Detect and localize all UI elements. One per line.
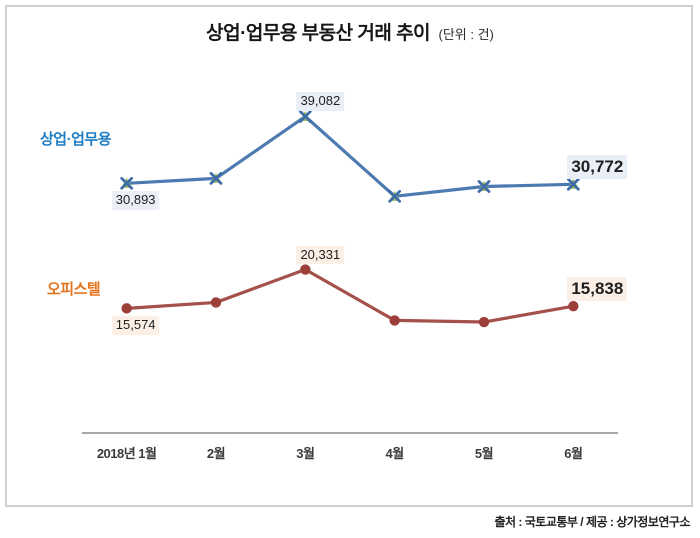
x-axis-label: 2월 [206, 446, 226, 461]
chart-title-text: 상업·업무용 부동산 거래 추이 [206, 23, 431, 44]
marker-dot-icon [389, 315, 400, 326]
data-label: 30,772 [567, 155, 628, 180]
x-axis-label: 2018년 1월 [96, 446, 157, 461]
x-axis-label: 5월 [474, 446, 494, 461]
data-label: 30,893 [111, 191, 160, 211]
line-commercial [126, 114, 574, 198]
marker-x-icon [566, 177, 580, 191]
series-label-commercial: 상업·업무용 [40, 131, 112, 148]
chart-frame [5, 5, 693, 507]
chart-title-unit: (단위 : 건) [438, 27, 494, 42]
x-axis-label: 3월 [296, 446, 315, 461]
marker-dot-icon [210, 297, 222, 308]
data-label: 20,331 [296, 245, 345, 265]
series-label-officetel: 오피스텔 [47, 281, 101, 298]
data-label: 15,838 [567, 277, 628, 302]
marker-dot-icon [478, 316, 490, 328]
data-label: 39,082 [296, 92, 345, 112]
line-officetel [126, 267, 574, 324]
x-axis-line [82, 432, 618, 434]
source-note: 출처 : 국토교통부 / 제공 : 상가정보연구소 [494, 515, 691, 529]
marker-dot-icon [300, 264, 311, 275]
chart-title: 상업·업무용 부동산 거래 추이 (단위 : 건) [0, 18, 700, 45]
data-label: 15,574 [111, 316, 160, 336]
marker-x-icon [298, 110, 312, 123]
marker-dot-icon [568, 301, 579, 312]
marker-x-icon [120, 176, 134, 190]
marker-x-icon [388, 189, 402, 203]
marker-x-icon [209, 171, 223, 185]
marker-x-icon [477, 180, 491, 193]
marker-dot-icon [121, 303, 132, 314]
x-axis-label: 6월 [564, 446, 583, 461]
x-axis-label: 4월 [385, 446, 405, 461]
